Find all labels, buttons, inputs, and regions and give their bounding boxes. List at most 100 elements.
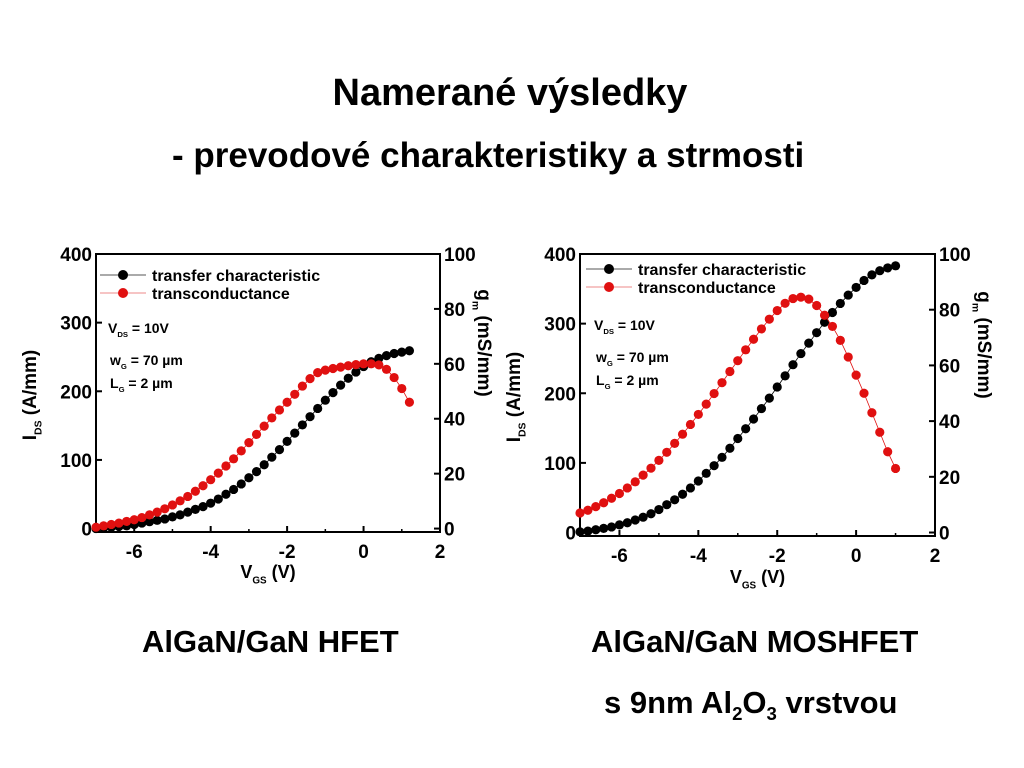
legend-marker [604,282,614,292]
data-point-transconductance [725,366,735,377]
y2-tick-label: 0 [939,524,950,545]
caption-moshfet-line2-a: s 9nm Al [604,685,733,720]
data-point-transconductance [366,359,376,369]
data-point-transconductance [701,399,711,409]
data-point-transconductance [343,361,353,371]
data-point-transfer [638,512,648,522]
data-point-transconductance [259,421,269,431]
y2-tick-label: 20 [444,465,465,486]
data-point-transfer [717,452,727,462]
x-axis-label-sub: GS [252,575,267,586]
data-point-transconductance [717,378,727,388]
data-point-transconductance [883,447,893,457]
data-point-transfer [583,526,593,536]
annotation-vds-main: V [594,317,604,333]
y-tick-label: 200 [544,384,576,405]
y2-tick-label: 100 [939,245,971,266]
y-axis-label-unit: (A/mm) [20,350,41,421]
data-point-transconductance [167,500,178,510]
data-point-transfer [282,436,292,446]
data-point-transconductance [99,521,109,531]
data-point-transfer [144,517,155,527]
data-point-transfer [213,494,223,504]
data-point-transconductance [137,512,147,523]
annotation-wg: wG = 70 µm [595,349,669,368]
data-point-transconductance [374,360,384,370]
data-point-transfer [167,512,178,522]
data-point-transconductance [622,483,632,493]
legend-marker [118,270,128,280]
annotation-lg-unit: = 2 µm [611,372,659,388]
x-tick-label: -2 [279,542,296,563]
data-point-transconductance [709,388,719,399]
x-tick-label: -4 [690,546,707,567]
data-point-transfer [374,353,384,363]
data-point-transfer [599,523,609,533]
data-point-transconductance [859,388,869,398]
data-point-transfer [160,514,170,524]
data-point-transconductance [198,481,208,491]
data-point-transconductance [875,427,885,437]
data-point-transconductance [236,446,246,456]
data-point-transconductance [599,498,609,508]
y-tick-label: 100 [544,454,576,475]
data-point-transconductance [670,438,680,448]
data-point-transconductance [206,475,216,485]
data-point-transconductance [152,507,162,517]
data-point-transconductance [244,438,254,448]
data-point-transfer [152,515,162,525]
x-tick-label: -4 [202,542,219,563]
annotation-vds-sub: DS [603,327,614,336]
x-tick-label: -6 [611,546,628,567]
data-point-transconductance [819,310,830,320]
data-point-transfer [685,483,696,493]
data-point-transfer [259,460,269,470]
annotation-vds-main: V [108,320,118,336]
y-tick-label: 400 [544,245,576,266]
x-axis-label-main: V [730,567,742,587]
data-point-transfer [796,348,806,359]
data-point-transconductance [313,368,323,378]
y2-axis-label-sub: m [469,301,480,310]
annotation-wg-sub: G [121,362,127,371]
y-tick-label: 100 [60,451,92,472]
data-point-transfer [859,275,869,286]
data-point-transfer [662,500,672,510]
data-point-transfer [733,433,743,444]
x-tick-label: 2 [435,542,446,563]
data-point-transconductance [583,505,593,515]
y2-axis-label-unit: (mS/mm) [473,310,494,397]
data-point-transfer [867,270,877,280]
y2-tick-label: 20 [939,468,960,489]
x-axis-label-main: V [240,562,252,582]
data-point-transconductance [780,298,790,308]
data-point-transconductance [614,488,625,499]
data-point-transfer [835,298,845,309]
data-point-transconductance [114,518,124,528]
data-point-transfer [206,498,216,508]
data-point-transfer [701,468,711,478]
data-point-transconductance [575,508,585,518]
x-tick-label: -2 [769,546,786,567]
data-point-transconductance [404,397,415,407]
data-point-transfer [788,360,798,370]
y2-tick-label: 80 [444,300,465,321]
legend-label: transfer characteristic [152,268,320,285]
annotation-lg-sub: G [119,385,125,394]
y-tick-label: 0 [81,520,92,541]
data-point-transconductance [282,397,292,407]
data-point-transconductance [381,364,392,374]
data-point-transconductance [397,383,407,394]
y2-axis-label: gm (mS/mm) [469,289,494,396]
data-point-transfer [343,373,353,383]
data-point-transfer [725,443,735,453]
annotation-vds-unit: = 10V [614,317,656,333]
data-point-transconductance [606,493,617,503]
annotation-lg-sub: G [605,382,611,391]
data-point-transfer [851,282,861,293]
data-point-transconductance [638,470,648,480]
data-point-transconductance [630,477,640,487]
data-point-transfer [591,525,601,535]
y-tick-label: 300 [544,315,576,336]
